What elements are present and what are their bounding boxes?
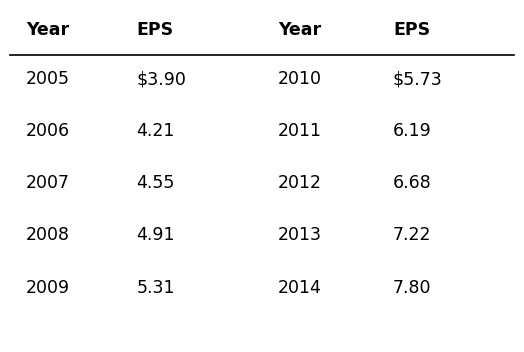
Text: Year: Year [26,21,69,39]
Text: Year: Year [278,21,321,39]
Text: 6.68: 6.68 [393,174,432,193]
Text: 2009: 2009 [26,278,70,297]
Text: 2010: 2010 [278,70,322,88]
Text: 7.22: 7.22 [393,226,431,245]
Text: 4.55: 4.55 [136,174,174,193]
Text: 6.19: 6.19 [393,122,432,140]
Text: 2005: 2005 [26,70,70,88]
Text: EPS: EPS [136,21,173,39]
Text: EPS: EPS [393,21,430,39]
Text: $3.90: $3.90 [136,70,186,88]
Text: 5.31: 5.31 [136,278,174,297]
Text: 2012: 2012 [278,174,322,193]
Text: 2007: 2007 [26,174,70,193]
Text: 2011: 2011 [278,122,322,140]
Text: 7.80: 7.80 [393,278,431,297]
Text: 2006: 2006 [26,122,70,140]
Text: 2014: 2014 [278,278,322,297]
Text: $5.73: $5.73 [393,70,443,88]
Text: 2008: 2008 [26,226,70,245]
Text: 4.21: 4.21 [136,122,174,140]
Text: 2013: 2013 [278,226,322,245]
Text: 4.91: 4.91 [136,226,174,245]
